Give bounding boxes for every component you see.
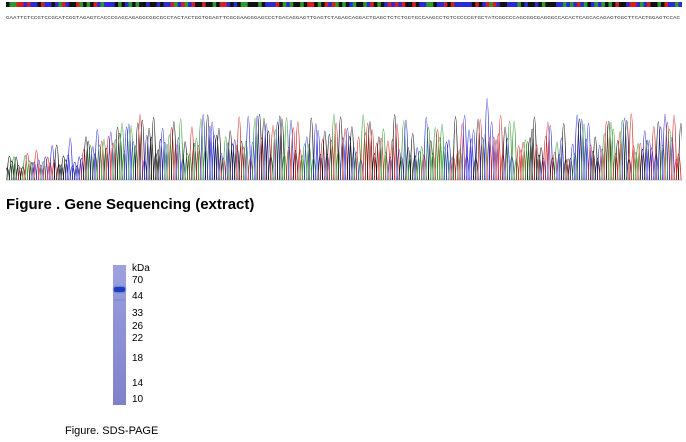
marker-33: 33 bbox=[132, 308, 144, 319]
marker-18: 18 bbox=[132, 353, 144, 364]
trace-peaks bbox=[6, 98, 682, 181]
sequence-header-text: GAATTCTCCGTCCGCATCGGTAGAGTCACCCGAGCAGAGG… bbox=[6, 16, 681, 21]
figure-sds-page-caption: Figure. SDS-PAGE bbox=[65, 425, 159, 437]
gel-lane bbox=[113, 265, 126, 405]
marker-70: 70 bbox=[132, 275, 144, 286]
marker-44: 44 bbox=[132, 291, 144, 302]
kda-unit-label: kDa bbox=[132, 263, 150, 274]
sequencing-chromatogram: GAATTCTCCGTCCGCATCGGTAGAGTCACCCGAGCAGAGG… bbox=[6, 2, 682, 181]
sds-page-gel: kDa 70 44 33 26 22 18 14 10 bbox=[113, 263, 173, 408]
faint-band bbox=[114, 299, 125, 301]
marker-10: 10 bbox=[132, 394, 144, 405]
protein-band bbox=[114, 287, 125, 292]
marker-14: 14 bbox=[132, 378, 144, 389]
sequence-header-strip bbox=[6, 2, 682, 7]
figure-gene-sequencing-caption: Figure . Gene Sequencing (extract) bbox=[6, 196, 255, 213]
marker-26: 26 bbox=[132, 321, 144, 332]
marker-22: 22 bbox=[132, 333, 144, 344]
